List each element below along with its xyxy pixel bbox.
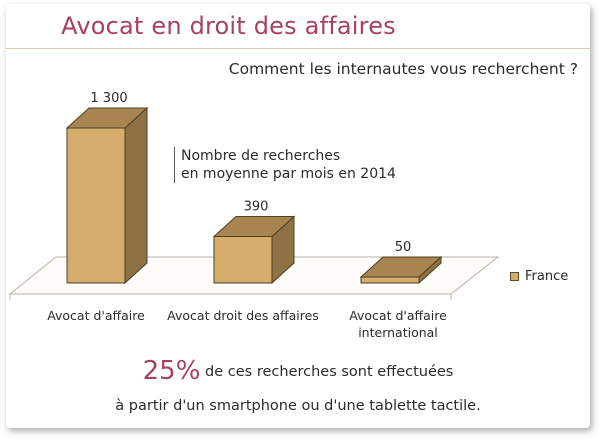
legend-swatch-france	[510, 272, 519, 281]
footer-line-2: à partir d'un smartphone ou d'une tablet…	[115, 398, 481, 414]
bar-value-label-1: 390	[244, 200, 269, 215]
footer-line-1: 25% de ces recherches sont effectuées	[6, 356, 590, 386]
category-label-1: Avocat droit des affaires	[167, 308, 319, 323]
chart-annotation: Nombre de recherches en moyenne par mois…	[174, 147, 396, 183]
legend-label-france: France	[525, 269, 569, 284]
annotation-line-2: en moyenne par mois en 2014	[181, 166, 396, 182]
title-divider	[6, 48, 590, 49]
bar-value-label-2: 50	[395, 240, 412, 255]
category-label-2-line-0: Avocat d'affaire	[349, 308, 447, 323]
bar-side-0	[124, 106, 148, 285]
bar-0	[66, 127, 126, 284]
chart-subtitle: Comment les internautes vous recherchent…	[228, 60, 578, 78]
chart-title: Avocat en droit des affaires	[61, 12, 396, 40]
bar-chart: 1 300 Avocat d'affaire 390 Avocat droit des…	[8, 91, 500, 340]
footer-highlight-percent: 25%	[142, 356, 201, 386]
bar-1	[213, 236, 273, 284]
bar-2	[360, 276, 420, 284]
category-label-2-line-1: international	[358, 325, 438, 340]
bar-value-label-0: 1 300	[90, 91, 127, 106]
footer-line-1-text: de ces recherches sont effectuées	[205, 364, 454, 380]
category-label-0: Avocat d'affaire	[47, 308, 145, 323]
chart-card: Avocat en droit des affaires Comment les…	[6, 4, 590, 428]
annotation-line-1: Nombre de recherches	[181, 148, 341, 164]
chart-legend: France	[510, 269, 568, 284]
